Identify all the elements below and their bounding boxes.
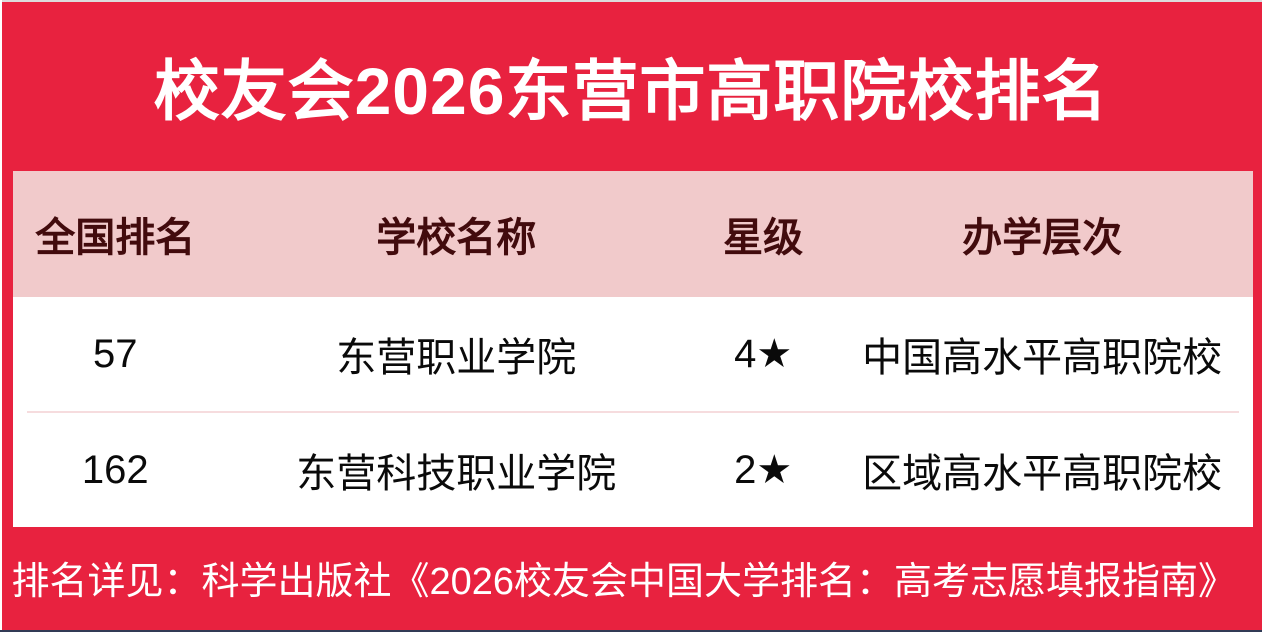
page-title: 校友会2026东营市高职院校排名 — [153, 54, 1109, 128]
row-divider — [27, 411, 1239, 413]
education-level: 中国高水平高职院校 — [862, 336, 1223, 380]
star-rating: 4★ — [734, 332, 793, 376]
table-row: 162 东营科技职业学院 2★ 区域高水平高职院校 — [13, 413, 1253, 527]
column-header-star-rating: 星级 — [723, 216, 804, 260]
table-row: 57 东营职业学院 4★ 中国高水平高职院校 — [13, 297, 1253, 411]
bottom-edge-line — [0, 630, 1262, 632]
left-edge-line — [0, 0, 2, 632]
school-name: 东营科技职业学院 — [296, 452, 617, 496]
table-header-row: 全国排名 学校名称 星级 办学层次 — [13, 171, 1253, 297]
rank-value: 57 — [93, 331, 138, 376]
education-level: 区域高水平高职院校 — [862, 452, 1223, 496]
footer-source-note: 排名详见：科学出版社《2026校友会中国大学排名：高考志愿填报指南》 — [11, 561, 1236, 603]
school-name: 东营职业学院 — [336, 336, 577, 380]
ranking-table: 全国排名 学校名称 星级 办学层次 57 东营职业学院 4★ 中国高水平高职院校… — [13, 171, 1253, 527]
star-rating: 2★ — [734, 448, 793, 492]
top-edge-line — [0, 0, 1262, 2]
column-header-school-name: 学校名称 — [376, 216, 537, 260]
column-header-national-rank: 全国排名 — [35, 216, 196, 260]
column-header-education-level: 办学层次 — [962, 216, 1123, 260]
rank-value: 162 — [81, 447, 149, 492]
